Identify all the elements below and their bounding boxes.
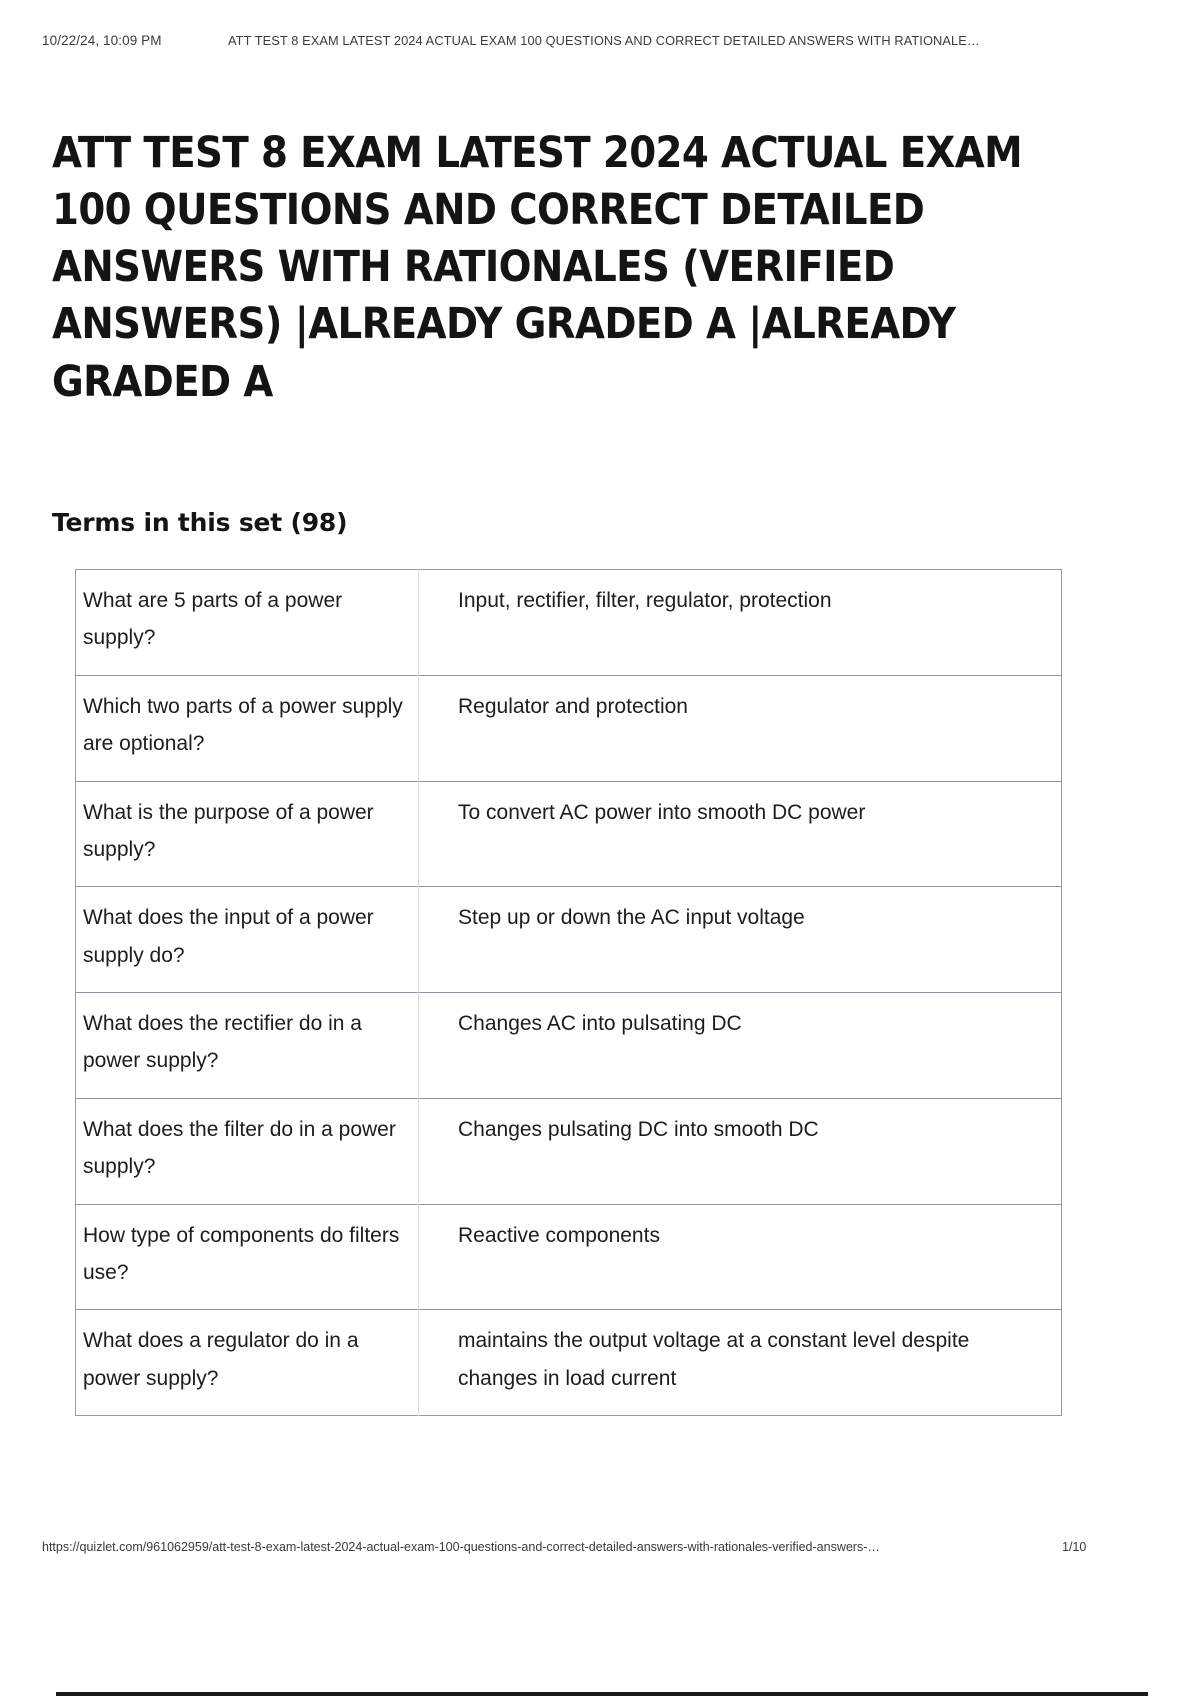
term-cell: What are 5 parts of a power supply? [75, 569, 419, 676]
print-footer-url: https://quizlet.com/961062959/att-test-8… [42, 1540, 880, 1554]
table-row: Which two parts of a power supply are op… [75, 675, 1062, 781]
definition-cell: To convert AC power into smooth DC power [458, 800, 866, 824]
term-cell: Which two parts of a power supply are op… [75, 675, 419, 781]
term-cell: How type of components do filters use? [75, 1204, 419, 1310]
terms-table: What are 5 parts of a power supply? Inpu… [75, 569, 1062, 1416]
print-footer-page-number: 1/10 [1062, 1540, 1087, 1554]
page-bottom-divider [56, 1692, 1148, 1696]
table-row: What does the input of a power supply do… [75, 886, 1062, 993]
term-cell: What does the rectifier do in a power su… [75, 992, 419, 1099]
print-header-date: 10/22/24, 10:09 PM [42, 32, 162, 48]
terms-in-set-heading: Terms in this set (98) [52, 507, 348, 537]
term-cell: What does the filter do in a power suppl… [75, 1098, 419, 1204]
definition-cell: Step up or down the AC input voltage [458, 906, 805, 930]
term-cell: What does a regulator do in a power supp… [75, 1309, 419, 1416]
terms-table-body: What are 5 parts of a power supply? Inpu… [75, 569, 1062, 1416]
definition-cell: Changes pulsating DC into smooth DC [458, 1117, 819, 1141]
definition-cell: Input, rectifier, filter, regulator, pro… [458, 589, 832, 612]
table-row: What does the rectifier do in a power su… [75, 992, 1062, 1099]
table-row: How type of components do filters use? R… [75, 1204, 1062, 1310]
print-header-title: ATT TEST 8 EXAM LATEST 2024 ACTUAL EXAM … [228, 32, 980, 48]
print-header: 10/22/24, 10:09 PM ATT TEST 8 EXAM LATES… [0, 30, 1200, 50]
table-row: What are 5 parts of a power supply? Inpu… [75, 569, 1062, 676]
table-row: What does the filter do in a power suppl… [75, 1098, 1062, 1204]
definition-cell: Reactive components [458, 1223, 660, 1247]
table-row: What does a regulator do in a power supp… [75, 1309, 1062, 1416]
definition-cell: Regulator and protection [458, 694, 688, 718]
term-cell: What is the purpose of a power supply? [75, 781, 419, 887]
print-footer: https://quizlet.com/961062959/att-test-8… [0, 1540, 1200, 1560]
table-row: What is the purpose of a power supply? T… [75, 781, 1062, 887]
definition-cell: maintains the output voltage at a consta… [458, 1329, 970, 1390]
definition-cell: Changes AC into pulsating DC [458, 1012, 742, 1035]
term-cell: What does the input of a power supply do… [75, 886, 419, 993]
page-title: ATT TEST 8 EXAM LATEST 2024 ACTUAL EXAM … [52, 127, 1023, 407]
